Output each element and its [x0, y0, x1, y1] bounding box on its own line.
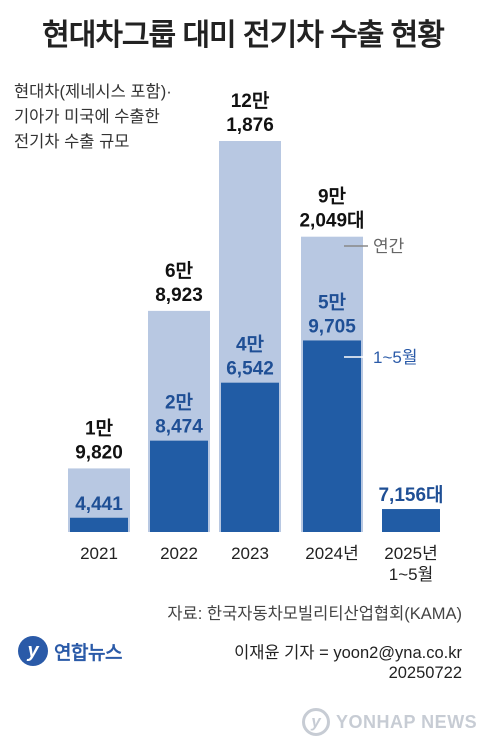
legend-annual-label: 연간: [373, 237, 405, 256]
yonhap-logo: y 연합뉴스: [18, 634, 122, 668]
subtitle-line: 현대차(제네시스 포함)·: [14, 83, 172, 101]
bar-chart: 4,441 9,820 1만 2021 8,474 2만 8,923 6만 2022 6,542 4…: [68, 90, 444, 584]
subtitle-line: 전기차 수출 규모: [14, 133, 130, 151]
reporter-line: 이재윤 기자 = yoon2@yna.co.kr: [234, 644, 462, 662]
partial-value-label: 9,705: [308, 316, 356, 337]
partial-value-label: 5만: [318, 291, 347, 313]
subtitle-line: 기아가 미국에 수출한: [14, 108, 160, 126]
category-label: 2021: [80, 544, 118, 563]
partial-bar: [303, 340, 361, 532]
partial-value-label: 6,542: [226, 359, 274, 380]
partial-bar: [150, 440, 208, 532]
annual-value-label: 2,049대: [299, 210, 364, 232]
category-label: 2024년: [305, 544, 358, 563]
source-note: 자료: 한국자동차모빌리티산업협회(KAMA): [167, 605, 462, 623]
chart-title: 현대차그룹 대미 전기차 수출 현황: [42, 19, 445, 52]
annual-value-label: 8,923: [155, 285, 203, 306]
annual-value-label: 9만: [318, 186, 347, 208]
category-label: 2022: [160, 544, 198, 563]
date-line: 20250722: [388, 664, 462, 682]
partial-bar: [382, 509, 440, 532]
yonhap-watermark-icon: y: [302, 708, 330, 736]
partial-value-label: 8,474: [155, 417, 203, 438]
annual-value-label: 1,876: [226, 115, 274, 136]
annual-value-label: 1만: [85, 417, 114, 439]
watermark-text: YONHAP NEWS: [336, 711, 478, 732]
yonhap-logo-icon: y: [18, 636, 48, 666]
partial-value-label: 4만: [236, 334, 265, 356]
category-label: 2025년: [384, 544, 437, 563]
annual-value-label: 6만: [165, 260, 194, 282]
yonhap-watermark: y YONHAP NEWS: [302, 705, 477, 739]
partial-value-label: 2만: [165, 392, 194, 414]
partial-bar: [70, 517, 128, 532]
partial-value-label: 4,441: [75, 494, 123, 515]
category-label: 1~5월: [389, 565, 433, 584]
annual-value-label: 12만: [231, 90, 270, 112]
category-label: 2023: [231, 544, 269, 563]
legend-partial-label: 1~5월: [373, 348, 417, 367]
partial-value-label: 7,156대: [378, 484, 443, 506]
reporter-info: 이재윤 기자 = yoon2@yna.co.kr 20250722: [234, 643, 462, 683]
logo-text: 연합뉴스: [54, 642, 122, 664]
chart-subtitle: 현대차(제네시스 포함)· 기아가 미국에 수출한 전기차 수출 규모: [14, 80, 214, 155]
partial-bar: [221, 382, 279, 532]
annual-value-label: 9,820: [75, 442, 123, 463]
